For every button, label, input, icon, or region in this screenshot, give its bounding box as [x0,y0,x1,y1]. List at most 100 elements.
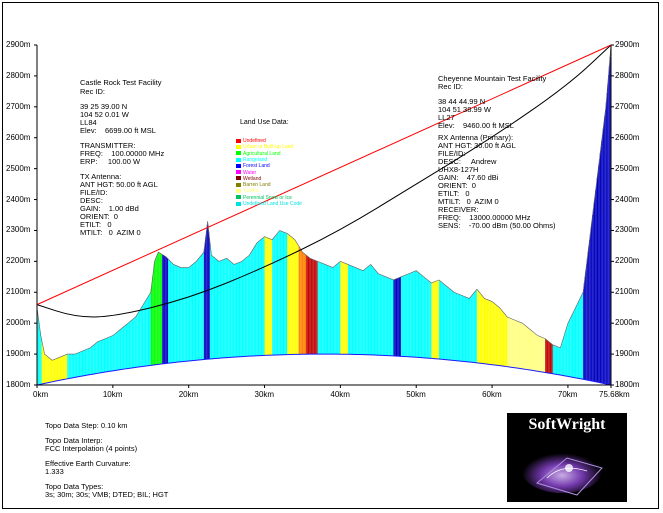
terrain-bar [303,253,305,355]
terrain-bar [313,259,315,355]
x-tick-label: 40km [330,390,350,399]
terrain-bar [517,321,518,369]
terrain-bar [388,277,389,356]
terrain-bar [390,278,392,356]
terrain-bar [483,297,485,364]
terrain-bar [420,274,422,358]
terrain-bar [247,256,248,357]
terrain-bar [609,56,611,385]
terrain-bar [49,358,51,383]
terrain-bar [350,265,352,355]
terrain-bar [55,358,57,381]
terrain-bar [322,263,323,355]
terrain-bar [501,310,503,367]
terrain-bar [84,350,85,376]
terrain-bar [242,260,244,357]
terrain-bar [269,238,270,356]
terrain-bar [130,321,132,369]
terrain-bar [109,336,110,372]
terrain-bar [589,239,590,381]
x-tick-label: 50km [406,390,426,399]
tx-erp: ERP: 100.00 W [80,157,141,166]
terrain-bar [490,301,492,365]
terrain-bar [357,268,359,355]
terrain-bar [366,267,367,355]
terrain-bar [403,275,405,357]
terrain-bar [570,317,571,377]
terrain-bar [84,349,86,376]
terrain-bar [437,280,439,359]
terrain-bar [432,282,433,359]
tx-freq: FREQ: 100.00000 MHz [80,149,165,158]
terrain-bar [221,260,223,359]
terrain-bar [58,357,59,381]
terrain-bar [118,330,119,370]
terrain-bar [467,297,468,362]
terrain-bar [77,353,78,377]
y-tick-label-right: 1800m [615,380,640,389]
terrain-bar [595,190,596,382]
terrain-bar [92,345,94,375]
y-tick-label-right: 2400m [615,194,640,204]
terrain-bar [127,323,129,369]
terrain-bar [416,270,417,358]
terrain-bar [252,249,254,356]
terrain-bar [49,358,50,383]
terrain-bar [351,265,352,355]
terrain-bar [212,256,214,359]
terrain-bar [347,264,349,355]
terrain-bar [203,249,205,360]
terrain-bar [59,357,61,381]
terrain-bar [280,230,282,355]
terrain-bar [253,247,255,356]
terrain-bar [281,231,282,355]
terrain-bar [325,264,326,355]
terrain-bar [338,262,340,355]
terrain-bar [394,279,396,357]
terrain-bar [259,240,260,356]
terrain-bar [101,340,103,373]
legend-item: Tundra [236,188,259,194]
terrain-bar [365,268,367,355]
terrain-bar [422,275,424,358]
terrain-bar [607,84,609,385]
terrain-bar [405,274,407,357]
terrain-bar [464,296,466,362]
terrain-bar [530,330,532,371]
terrain-bar [500,309,502,366]
legend-label: Undefined Land Use Code [243,201,302,207]
terrain-bar [313,259,314,355]
terrain-bar [333,266,335,355]
terrain-bar [217,260,219,359]
terrain-bar [290,236,292,355]
legend-label: Undefined [243,138,266,144]
terrain-bar [379,274,381,356]
terrain-bar [295,241,297,355]
terrain-bar [469,297,471,363]
terrain-bar [525,325,527,370]
terrain-bar [386,277,388,356]
terrain-bar [354,267,355,355]
terrain-bar [87,348,88,376]
terrain-bar [478,291,480,364]
terrain-bar [358,268,360,355]
terrain-bar [415,270,417,358]
terrain-bar [112,335,113,371]
terrain-bar [62,356,63,380]
terrain-bar [251,250,253,357]
terrain-bar [322,263,324,355]
terrain-bar [175,265,176,363]
terrain-bar [508,317,510,367]
terrain-bar [560,346,562,376]
terrain-bar [598,165,600,383]
terrain-bar [473,293,474,363]
y-tick-label-right: 2500m [615,163,640,173]
terrain-bar [335,265,336,355]
terrain-bar [226,258,228,358]
terrain-bar [576,305,578,379]
terrain-bar [603,122,605,384]
terrain-bar [556,346,558,375]
terrain-bar [352,266,354,355]
terrain-bar [341,262,343,355]
